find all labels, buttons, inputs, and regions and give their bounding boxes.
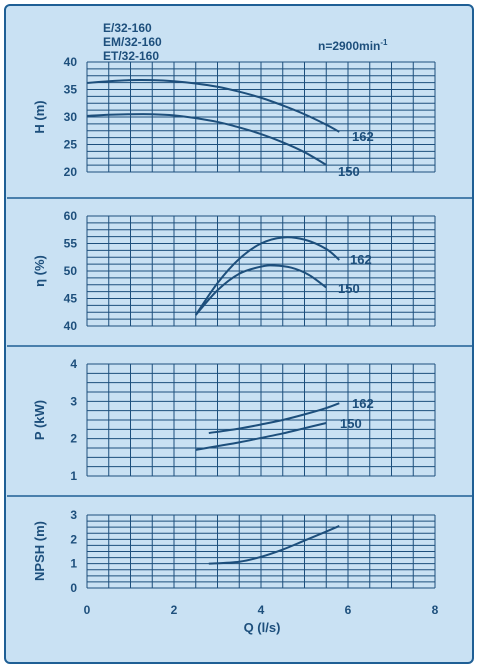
panel-2: 40 45 50 55 60 η (%) 162 150 xyxy=(7,209,472,347)
y-tick-label: 1 xyxy=(70,469,77,483)
y-tick-label: 0 xyxy=(70,581,77,595)
series-label-162: 162 xyxy=(352,396,374,411)
panel-4: 0 1 2 3 NPSH (m) xyxy=(32,508,436,595)
series-label-150: 150 xyxy=(338,164,360,179)
series-line-162 xyxy=(194,236,340,316)
x-axis-label: Q (l/s) xyxy=(244,620,281,635)
x-tick-label: 8 xyxy=(432,603,439,617)
x-tick-label: 4 xyxy=(258,603,265,617)
panel-1: 20 25 30 35 40 H (m) 162 150 xyxy=(7,55,472,199)
y-tick-label: 2 xyxy=(70,532,77,546)
series-label-162: 162 xyxy=(350,252,372,267)
series-label-162: 162 xyxy=(352,129,374,144)
y-tick-label: 1 xyxy=(70,557,77,571)
speed-label: n=2900min-1 xyxy=(318,38,388,53)
y-axis-label: NPSH (m) xyxy=(32,521,47,581)
x-tick-label: 6 xyxy=(345,603,352,617)
series-line-162 xyxy=(86,79,340,133)
y-tick-label: 2 xyxy=(70,432,77,446)
panel-3: 1 2 3 4 P (kW) 162 150 xyxy=(7,357,472,497)
y-tick-label: 40 xyxy=(64,55,78,69)
model-label-em: EM/32-160 xyxy=(103,35,162,49)
model-label-et: ET/32-160 xyxy=(103,49,159,63)
y-tick-label: 3 xyxy=(70,508,77,522)
series-line-162 xyxy=(208,402,340,435)
y-axis-label: P (kW) xyxy=(32,400,47,440)
x-tick-label: 2 xyxy=(171,603,178,617)
y-axis-label: η (%) xyxy=(32,255,47,287)
y-tick-label: 35 xyxy=(64,83,78,97)
y-tick-label: 60 xyxy=(64,209,78,223)
series-label-150: 150 xyxy=(338,281,360,296)
series-line-150 xyxy=(194,264,327,316)
series-label-150: 150 xyxy=(340,416,362,431)
header: E/32-160 EM/32-160 ET/32-160 n=2900min-1 xyxy=(103,21,388,63)
y-tick-label: 55 xyxy=(64,237,78,251)
model-label-e: E/32-160 xyxy=(103,21,152,35)
x-tick-label: 0 xyxy=(84,603,91,617)
y-tick-label: 40 xyxy=(64,319,78,333)
series-line-curve-1 xyxy=(208,525,340,565)
y-tick-label: 3 xyxy=(70,394,77,408)
y-tick-label: 45 xyxy=(64,292,78,306)
y-tick-label: 25 xyxy=(64,138,78,152)
y-tick-label: 30 xyxy=(64,110,78,124)
y-tick-label: 4 xyxy=(70,357,77,371)
y-tick-label: 20 xyxy=(64,165,78,179)
series-line-150 xyxy=(195,422,327,451)
x-axis-ticks: 0 2 4 6 8 xyxy=(84,603,439,617)
y-tick-label: 50 xyxy=(64,264,78,278)
series-line-150 xyxy=(86,113,327,166)
y-axis-label: H (m) xyxy=(32,100,47,133)
